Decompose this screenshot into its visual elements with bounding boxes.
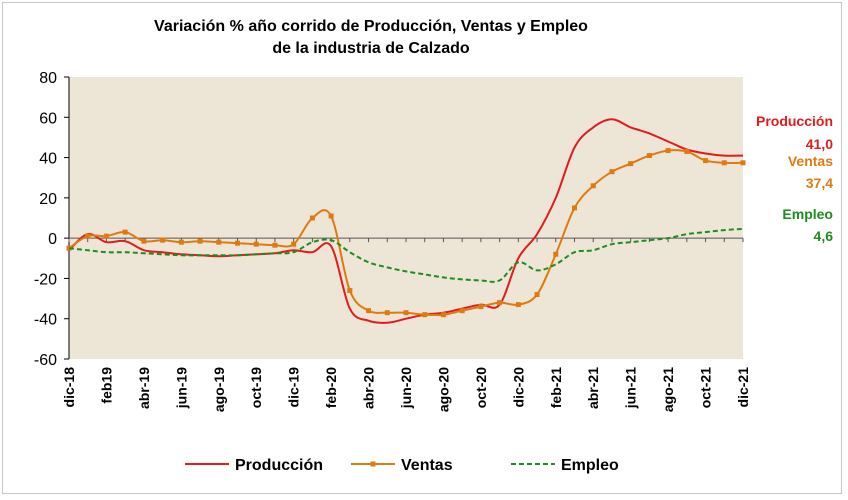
x-tick-label: ago-19	[211, 367, 227, 412]
x-tick-label: ago-21	[660, 367, 676, 412]
series-marker-ventas	[235, 240, 240, 246]
x-tick-label: dic-19	[286, 367, 302, 408]
series-marker-ventas	[122, 229, 128, 235]
x-tick-label: dic-20	[510, 367, 526, 408]
end-label-name-empleo: Empleo	[782, 206, 833, 222]
y-tick-label: 40	[39, 151, 57, 168]
x-tick-label: abr-21	[585, 367, 601, 409]
legend-label-producción: Producción	[235, 457, 323, 474]
x-tick-label: abr-20	[361, 367, 377, 409]
series-marker-ventas	[103, 233, 109, 239]
series-marker-ventas	[216, 239, 222, 245]
series-marker-ventas	[534, 292, 540, 298]
end-label-value-ventas: 37,4	[806, 175, 833, 191]
x-tick-label: feb-21	[548, 367, 564, 408]
series-marker-ventas	[347, 288, 353, 294]
series-marker-ventas	[684, 149, 690, 155]
series-marker-ventas	[309, 215, 315, 221]
y-tick-label: 20	[39, 191, 57, 208]
x-tick-label: jun-21	[623, 367, 639, 409]
series-marker-ventas	[703, 158, 709, 164]
x-tick-label: jun-20	[398, 367, 414, 409]
y-tick-label: -40	[34, 312, 57, 329]
series-marker-ventas	[721, 160, 727, 166]
y-tick-label: -60	[34, 352, 57, 369]
series-marker-ventas	[272, 242, 278, 248]
chart-title-line-2: de la industria de Calzado	[272, 40, 470, 57]
x-tick-label: feb-20	[323, 367, 339, 408]
line-chart: Variación % año corrido de Producción, V…	[34, 18, 834, 474]
end-label-value-empleo: 4,6	[814, 228, 834, 244]
x-tick-label: dic-21	[735, 367, 751, 408]
series-marker-ventas	[197, 238, 203, 244]
series-line-empleo	[68, 227, 744, 283]
x-tick-label: oct-21	[698, 367, 714, 408]
chart-title-line-1: Variación % año corrido de Producción, V…	[154, 18, 588, 35]
chart-frame: Variación % año corrido de Producción, V…	[2, 2, 842, 494]
series-marker-ventas	[384, 310, 390, 316]
series-marker-ventas	[403, 310, 409, 316]
series-marker-ventas	[590, 183, 596, 189]
series-marker-ventas	[609, 169, 615, 175]
legend-label-ventas: Ventas	[401, 457, 453, 474]
x-tick-label: jun-19	[173, 367, 189, 409]
y-tick-label: 60	[39, 110, 57, 127]
series-marker-ventas	[422, 312, 428, 318]
y-tick-label: 0	[48, 231, 57, 248]
legend-marker-ventas	[370, 461, 376, 467]
end-label-name-ventas: Ventas	[788, 153, 833, 169]
series-marker-ventas	[665, 148, 671, 154]
x-tick-label: oct-20	[473, 367, 489, 408]
series-marker-ventas	[572, 205, 577, 211]
series-marker-ventas	[497, 300, 503, 306]
series-marker-ventas	[328, 213, 334, 219]
series-marker-ventas	[160, 237, 166, 243]
series-marker-ventas	[141, 238, 147, 244]
series-marker-ventas	[291, 241, 297, 247]
series-marker-ventas	[253, 241, 259, 247]
x-tick-label: dic-18	[61, 367, 77, 408]
series-marker-ventas	[459, 308, 465, 314]
legend-label-empleo: Empleo	[561, 457, 619, 474]
series-marker-ventas	[740, 160, 746, 166]
x-tick-label: ago-20	[435, 367, 451, 412]
x-tick-label: abr-19	[136, 367, 152, 409]
series-marker-ventas	[440, 312, 446, 318]
end-label-name-producción: Producción	[756, 113, 833, 129]
series-marker-ventas	[478, 304, 484, 310]
series-marker-ventas	[628, 161, 634, 167]
series-marker-ventas	[646, 153, 652, 159]
y-tick-label: -20	[34, 271, 57, 288]
plot-area	[69, 77, 743, 359]
x-tick-label: feb19	[98, 367, 114, 404]
y-tick-label: 80	[39, 70, 57, 87]
series-marker-ventas	[515, 302, 521, 308]
series-marker-ventas	[85, 233, 91, 239]
series-marker-ventas	[553, 251, 559, 257]
series-marker-ventas	[366, 308, 372, 314]
x-tick-label: oct-19	[248, 367, 264, 408]
end-label-value-producción: 41,0	[806, 136, 833, 152]
series-marker-ventas	[178, 239, 184, 245]
